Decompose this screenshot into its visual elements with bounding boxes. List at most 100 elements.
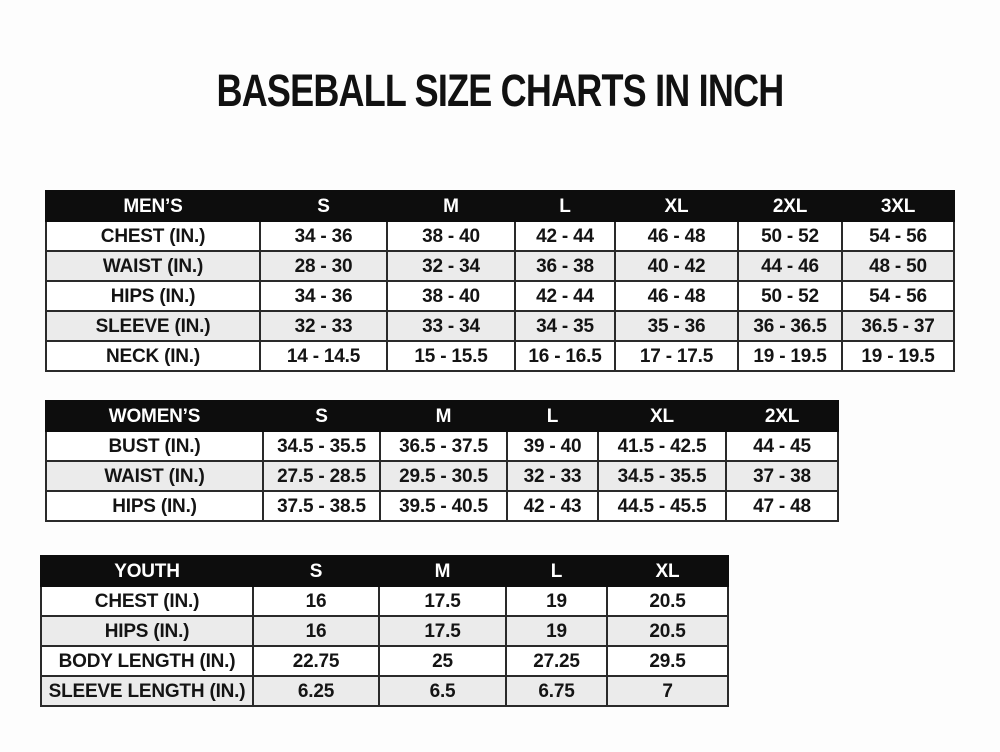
size-value-cell: 32 - 34 — [386, 250, 516, 282]
size-value-cell: 32 - 33 — [259, 310, 388, 342]
column-header-cell: L — [506, 400, 599, 432]
row-label-cell: HIPS (IN.) — [40, 615, 254, 647]
womens-header-row: WOMEN’S S M L XL 2XL — [45, 400, 839, 432]
page-title: BASEBALL SIZE CHARTS IN INCH — [216, 65, 785, 116]
size-value-cell: 29.5 - 30.5 — [379, 460, 508, 492]
size-value-cell: 39 - 40 — [506, 430, 599, 462]
size-value-cell: 32 - 33 — [506, 460, 599, 492]
column-header-cell: XL — [606, 555, 729, 587]
table-row: CHEST (IN.) 16 17.5 19 20.5 — [40, 585, 729, 617]
table-row: SLEEVE (IN.) 32 - 33 33 - 34 34 - 35 35 … — [45, 310, 955, 342]
size-value-cell: 33 - 34 — [386, 310, 516, 342]
column-header-cell: S — [259, 190, 388, 222]
row-label-cell: SLEEVE (IN.) — [45, 310, 261, 342]
table-row: NECK (IN.) 14 - 14.5 15 - 15.5 16 - 16.5… — [45, 340, 955, 372]
row-label-cell: CHEST (IN.) — [45, 220, 261, 252]
size-value-cell: 46 - 48 — [614, 280, 739, 312]
size-value-cell: 46 - 48 — [614, 220, 739, 252]
mens-table-title-cell: MEN’S — [45, 190, 261, 222]
column-header-cell: 3XL — [841, 190, 955, 222]
size-value-cell: 17 - 17.5 — [614, 340, 739, 372]
row-label-cell: NECK (IN.) — [45, 340, 261, 372]
column-header-cell: 2XL — [737, 190, 843, 222]
size-value-cell: 7 — [606, 675, 729, 707]
size-value-cell: 42 - 43 — [506, 490, 599, 522]
size-value-cell: 54 - 56 — [841, 280, 955, 312]
row-label-cell: WAIST (IN.) — [45, 460, 264, 492]
size-value-cell: 37 - 38 — [725, 460, 839, 492]
size-value-cell: 27.5 - 28.5 — [262, 460, 381, 492]
column-header-cell: S — [252, 555, 380, 587]
size-value-cell: 6.75 — [505, 675, 608, 707]
row-label-cell: HIPS (IN.) — [45, 280, 261, 312]
size-value-cell: 17.5 — [378, 615, 507, 647]
size-value-cell: 34 - 35 — [514, 310, 616, 342]
womens-table-title-cell: WOMEN’S — [45, 400, 264, 432]
size-value-cell: 44 - 46 — [737, 250, 843, 282]
size-value-cell: 25 — [378, 645, 507, 677]
size-value-cell: 50 - 52 — [737, 220, 843, 252]
table-row: BUST (IN.) 34.5 - 35.5 36.5 - 37.5 39 - … — [45, 430, 839, 462]
size-value-cell: 37.5 - 38.5 — [262, 490, 381, 522]
size-value-cell: 6.25 — [252, 675, 380, 707]
size-value-cell: 48 - 50 — [841, 250, 955, 282]
size-value-cell: 19 - 19.5 — [841, 340, 955, 372]
size-value-cell: 38 - 40 — [386, 280, 516, 312]
size-value-cell: 22.75 — [252, 645, 380, 677]
column-header-cell: XL — [597, 400, 727, 432]
size-value-cell: 34.5 - 35.5 — [262, 430, 381, 462]
table-row: SLEEVE LENGTH (IN.) 6.25 6.5 6.75 7 — [40, 675, 729, 707]
size-value-cell: 40 - 42 — [614, 250, 739, 282]
table-row: HIPS (IN.) 16 17.5 19 20.5 — [40, 615, 729, 647]
size-value-cell: 44.5 - 45.5 — [597, 490, 727, 522]
column-header-cell: XL — [614, 190, 739, 222]
column-header-cell: M — [378, 555, 507, 587]
size-value-cell: 34 - 36 — [259, 280, 388, 312]
size-value-cell: 44 - 45 — [725, 430, 839, 462]
row-label-cell: SLEEVE LENGTH (IN.) — [40, 675, 254, 707]
table-row: HIPS (IN.) 37.5 - 38.5 39.5 - 40.5 42 - … — [45, 490, 839, 522]
size-value-cell: 19 — [505, 585, 608, 617]
size-value-cell: 34.5 - 35.5 — [597, 460, 727, 492]
size-value-cell: 16 — [252, 615, 380, 647]
row-label-cell: HIPS (IN.) — [45, 490, 264, 522]
column-header-cell: S — [262, 400, 381, 432]
size-value-cell: 28 - 30 — [259, 250, 388, 282]
size-value-cell: 16 — [252, 585, 380, 617]
size-value-cell: 36 - 38 — [514, 250, 616, 282]
size-value-cell: 42 - 44 — [514, 220, 616, 252]
table-row: WAIST (IN.) 28 - 30 32 - 34 36 - 38 40 -… — [45, 250, 955, 282]
table-row: BODY LENGTH (IN.) 22.75 25 27.25 29.5 — [40, 645, 729, 677]
size-value-cell: 36.5 - 37 — [841, 310, 955, 342]
size-value-cell: 34 - 36 — [259, 220, 388, 252]
mens-header-row: MEN’S S M L XL 2XL 3XL — [45, 190, 955, 222]
size-value-cell: 14 - 14.5 — [259, 340, 388, 372]
size-value-cell: 19 - 19.5 — [737, 340, 843, 372]
size-value-cell: 42 - 44 — [514, 280, 616, 312]
size-value-cell: 27.25 — [505, 645, 608, 677]
size-value-cell: 41.5 - 42.5 — [597, 430, 727, 462]
mens-size-table: MEN’S S M L XL 2XL 3XL CHEST (IN.) 34 - … — [45, 190, 955, 372]
size-value-cell: 47 - 48 — [725, 490, 839, 522]
row-label-cell: WAIST (IN.) — [45, 250, 261, 282]
womens-size-table: WOMEN’S S M L XL 2XL BUST (IN.) 34.5 - 3… — [45, 400, 839, 522]
row-label-cell: BODY LENGTH (IN.) — [40, 645, 254, 677]
size-value-cell: 36.5 - 37.5 — [379, 430, 508, 462]
size-value-cell: 38 - 40 — [386, 220, 516, 252]
column-header-cell: 2XL — [725, 400, 839, 432]
column-header-cell: M — [386, 190, 516, 222]
table-row: CHEST (IN.) 34 - 36 38 - 40 42 - 44 46 -… — [45, 220, 955, 252]
size-value-cell: 6.5 — [378, 675, 507, 707]
size-value-cell: 29.5 — [606, 645, 729, 677]
size-value-cell: 50 - 52 — [737, 280, 843, 312]
row-label-cell: CHEST (IN.) — [40, 585, 254, 617]
youth-size-table: YOUTH S M L XL CHEST (IN.) 16 17.5 19 20… — [40, 555, 729, 707]
size-value-cell: 36 - 36.5 — [737, 310, 843, 342]
column-header-cell: L — [514, 190, 616, 222]
size-value-cell: 15 - 15.5 — [386, 340, 516, 372]
column-header-cell: L — [505, 555, 608, 587]
size-value-cell: 17.5 — [378, 585, 507, 617]
size-value-cell: 20.5 — [606, 585, 729, 617]
size-value-cell: 19 — [505, 615, 608, 647]
